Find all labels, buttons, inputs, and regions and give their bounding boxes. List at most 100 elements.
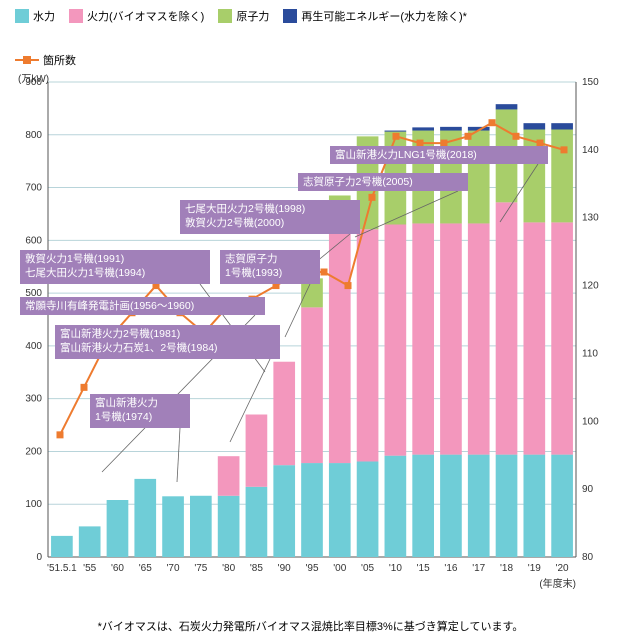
svg-text:700: 700 <box>25 183 42 194</box>
legend-label: 再生可能エネルギー(水力を除く)* <box>301 8 467 24</box>
legend-label: 箇所数 <box>43 52 76 68</box>
svg-text:'51.5.1: '51.5.1 <box>47 563 77 574</box>
svg-text:'00: '00 <box>333 563 346 574</box>
svg-text:600: 600 <box>25 235 42 246</box>
bar-thermal <box>551 222 573 454</box>
bar-thermal <box>357 229 379 461</box>
svg-text:'90: '90 <box>278 563 291 574</box>
svg-text:0: 0 <box>36 552 42 563</box>
bar-thermal <box>246 415 268 487</box>
bar-renewable <box>523 123 545 129</box>
svg-text:(万kW): (万kW) <box>18 74 49 85</box>
bar-hydro <box>301 463 323 557</box>
svg-text:150: 150 <box>582 77 599 88</box>
legend-item-thermal: 火力(バイオマスを除く) <box>69 8 204 24</box>
line-marker <box>393 133 400 140</box>
line-marker <box>369 194 376 201</box>
bar-renewable <box>440 127 462 131</box>
svg-text:'55: '55 <box>83 563 96 574</box>
bar-thermal <box>385 225 407 456</box>
bar-hydro <box>412 455 434 557</box>
bar-hydro <box>218 496 240 557</box>
legend-item-nuclear: 原子力 <box>218 8 269 24</box>
callout-label: 志賀原子力2号機(2005) <box>303 175 413 188</box>
legend-label: 原子力 <box>236 8 269 24</box>
hydro-swatch <box>15 9 29 23</box>
svg-text:'16: '16 <box>444 563 457 574</box>
bar-hydro <box>523 455 545 557</box>
callout-label: 富山新港火力 <box>95 396 158 409</box>
line-marker <box>345 282 352 289</box>
bar-renewable <box>385 131 407 132</box>
svg-text:'75: '75 <box>194 563 207 574</box>
svg-text:800: 800 <box>25 130 42 141</box>
footnote: *バイオマスは、石炭火力発電所バイオマス混焼比率目標3%に基づき算定しています。 <box>0 610 621 642</box>
bar-thermal <box>218 456 240 496</box>
bar-thermal <box>273 362 295 465</box>
callout-label: 1号機(1974) <box>95 410 152 423</box>
svg-text:'15: '15 <box>417 563 430 574</box>
line-marker <box>321 269 328 276</box>
svg-text:'19: '19 <box>528 563 541 574</box>
line-marker <box>465 133 472 140</box>
bar-renewable <box>412 127 434 130</box>
chart-svg: 0100200300400500600700800900809010011012… <box>0 72 621 610</box>
thermal-swatch <box>69 9 83 23</box>
bar-hydro <box>551 455 573 557</box>
bar-hydro <box>246 487 268 557</box>
line-marker <box>561 146 568 153</box>
line-marker <box>417 140 424 147</box>
callout-label: 志賀原子力 <box>225 252 278 265</box>
bar-nuclear <box>551 130 573 223</box>
svg-text:(年度末): (年度末) <box>539 577 576 590</box>
bar-hydro <box>468 455 490 557</box>
bar-hydro <box>273 465 295 557</box>
bar-thermal <box>440 223 462 454</box>
bar-hydro <box>107 500 129 557</box>
legend-item-renewable: 再生可能エネルギー(水力を除く)* <box>283 8 467 24</box>
svg-text:100: 100 <box>582 416 599 427</box>
bar-thermal <box>301 307 323 463</box>
svg-text:'65: '65 <box>139 563 152 574</box>
nuclear-swatch <box>218 9 232 23</box>
svg-text:'20: '20 <box>556 563 569 574</box>
svg-text:'17: '17 <box>472 563 485 574</box>
callout-label: 七尾大田火力1号機(1994) <box>25 266 145 279</box>
bar-thermal <box>412 223 434 454</box>
legend-item-hydro: 水力 <box>15 8 55 24</box>
line-marker-icon <box>15 53 39 67</box>
svg-text:'70: '70 <box>167 563 180 574</box>
svg-text:'95: '95 <box>305 563 318 574</box>
svg-text:'80: '80 <box>222 563 235 574</box>
svg-text:'05: '05 <box>361 563 374 574</box>
bar-hydro <box>79 526 101 557</box>
bar-hydro <box>496 455 518 557</box>
bar-hydro <box>329 463 351 557</box>
bar-hydro <box>440 455 462 557</box>
svg-text:130: 130 <box>582 213 599 224</box>
bar-thermal <box>329 225 351 464</box>
line-marker <box>537 140 544 147</box>
bar-hydro <box>134 479 156 557</box>
svg-text:80: 80 <box>582 552 594 563</box>
legend-label: 水力 <box>33 8 55 24</box>
bar-hydro <box>385 456 407 557</box>
bar-hydro <box>190 496 212 557</box>
bar-thermal <box>468 223 490 454</box>
callout-label: 敦賀火力2号機(2000) <box>185 216 284 229</box>
bar-hydro <box>51 536 73 557</box>
callout-label: 富山新港火力石炭1、2号機(1984) <box>60 341 218 354</box>
line-marker <box>57 431 64 438</box>
bar-renewable <box>496 104 518 109</box>
bar-renewable <box>551 123 573 129</box>
callout-label: 七尾大田火力2号機(1998) <box>185 202 305 215</box>
line-marker <box>441 140 448 147</box>
callout-label: 敦賀火力1号機(1991) <box>25 252 124 265</box>
svg-text:'60: '60 <box>111 563 124 574</box>
legend: 水力火力(バイオマスを除く) 原子力 再生可能エネルギー(水力を除く)* 箇所数 <box>0 0 621 72</box>
legend-item-line: 箇所数 <box>15 52 76 68</box>
callout-label: 富山新港火力LNG1号機(2018) <box>335 148 477 161</box>
svg-text:400: 400 <box>25 341 42 352</box>
svg-text:120: 120 <box>582 281 599 292</box>
svg-text:'85: '85 <box>250 563 263 574</box>
